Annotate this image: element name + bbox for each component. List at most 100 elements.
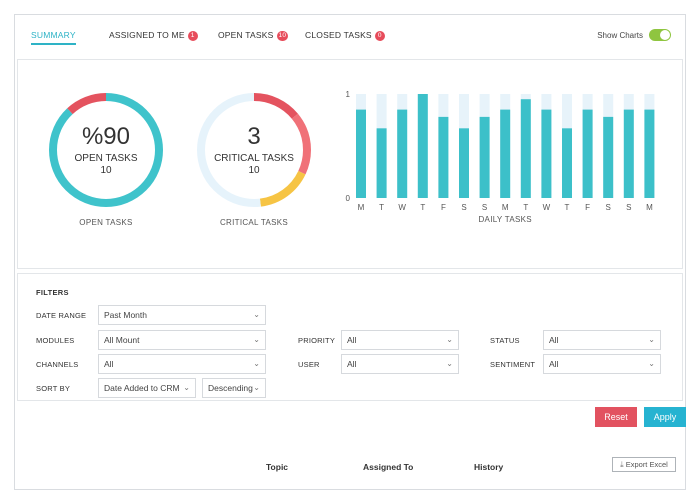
tab-label: SUMMARY <box>31 30 76 40</box>
user-label: USER <box>298 360 320 369</box>
x-tick-label: T <box>523 203 528 212</box>
x-tick-label: S <box>461 203 466 212</box>
open-tasks-count: 10 <box>100 164 112 176</box>
status-label: STATUS <box>490 336 520 345</box>
sort-order-select[interactable]: Descending ⌄ <box>202 378 266 398</box>
x-tick-label: W <box>398 203 406 212</box>
bar <box>582 109 593 198</box>
bar <box>356 109 366 198</box>
chevron-down-icon: ⌄ <box>253 383 260 392</box>
chevron-down-icon: ⌄ <box>253 335 260 344</box>
tab-label: ASSIGNED TO ME <box>109 30 185 40</box>
x-tick-label: M <box>358 203 365 212</box>
modules-value: All Mount <box>104 335 140 345</box>
tab-open-tasks[interactable]: OPEN TASKS 10 <box>218 30 289 41</box>
date-range-value: Past Month <box>104 310 147 320</box>
count-badge: 1 <box>187 31 198 41</box>
reset-button[interactable]: Reset <box>595 407 637 427</box>
tab-assigned-to-me[interactable]: ASSIGNED TO ME 1 <box>109 30 198 41</box>
open-tasks-caption: OPEN TASKS <box>79 218 133 227</box>
open-tasks-ring <box>49 93 163 207</box>
x-tick-label: S <box>482 203 487 212</box>
x-tick-label: T <box>379 203 384 212</box>
column-header-topic[interactable]: Topic <box>266 462 289 472</box>
chevron-down-icon: ⌄ <box>183 383 190 392</box>
sentiment-value: All <box>549 359 559 369</box>
chevron-down-icon: ⌄ <box>253 359 260 368</box>
daily-tasks-chart: 0 1 M T W T F S S M T W T F S S M DAILY TASKS <box>346 90 655 224</box>
priority-select[interactable]: All ⌄ <box>341 330 459 350</box>
column-header-history[interactable]: History <box>474 462 504 472</box>
donut-segment <box>49 93 163 207</box>
bar <box>397 109 408 198</box>
user-select[interactable]: All ⌄ <box>341 354 459 374</box>
modules-select[interactable]: All Mount ⌄ <box>98 330 266 350</box>
bar <box>438 116 449 198</box>
charts-panel: %90 OPEN TASKS 10 OPEN TASKS 3 CRITICAL … <box>17 59 683 269</box>
bar <box>623 109 634 198</box>
x-tick-label: T <box>420 203 425 212</box>
channels-value: All <box>104 359 114 369</box>
x-tick-label: F <box>585 203 590 212</box>
x-tick-label: M <box>646 203 653 212</box>
y-tick-label: 0 <box>346 194 351 203</box>
channels-label: CHANNELS <box>36 360 79 369</box>
tab-label: OPEN TASKS <box>218 30 274 40</box>
critical-tasks-ring <box>197 93 311 207</box>
bar <box>603 116 614 198</box>
chevron-down-icon: ⌄ <box>253 310 260 319</box>
x-tick-label: S <box>626 203 631 212</box>
critical-tasks-label: CRITICAL TASKS <box>214 152 294 164</box>
show-charts-control: Show Charts <box>597 29 671 41</box>
channels-select[interactable]: All ⌄ <box>98 354 266 374</box>
count-badge: 10 <box>276 31 289 41</box>
tab-bar: SUMMARY ASSIGNED TO ME 1 OPEN TASKS 10 CLO… <box>15 15 687 59</box>
bar <box>520 99 531 198</box>
priority-value: All <box>347 335 357 345</box>
critical-tasks-donut: 3 CRITICAL TASKS 10 <box>194 90 314 210</box>
bar <box>459 128 469 198</box>
y-tick-label: 1 <box>346 90 351 99</box>
open-tasks-label: OPEN TASKS <box>74 152 138 164</box>
sort-by-select[interactable]: Date Added to CRM ⌄ <box>98 378 196 398</box>
priority-label: PRIORITY <box>298 336 336 345</box>
column-header-assigned-to[interactable]: Assigned To <box>363 462 414 472</box>
bar <box>479 116 490 198</box>
export-excel-label: Export Excel <box>625 460 668 469</box>
bar <box>376 128 387 198</box>
tab-summary[interactable]: SUMMARY <box>31 30 76 45</box>
status-select[interactable]: All ⌄ <box>543 330 661 350</box>
chevron-down-icon: ⌄ <box>648 359 655 368</box>
x-axis-label: DAILY TASKS <box>478 215 531 224</box>
filters-panel: FILTERS DATE RANGE Past Month ⌄ MODULES A… <box>17 273 683 401</box>
date-range-select[interactable]: Past Month ⌄ <box>98 305 266 325</box>
show-charts-toggle[interactable] <box>649 29 671 41</box>
sentiment-label: SENTIMENT <box>490 360 536 369</box>
export-excel-button[interactable]: ⤓ Export Excel <box>612 457 676 472</box>
chevron-down-icon: ⌄ <box>648 335 655 344</box>
modules-label: MODULES <box>36 336 75 345</box>
chevron-down-icon: ⌄ <box>446 335 453 344</box>
x-tick-label: F <box>441 203 446 212</box>
critical-tasks-caption: CRITICAL TASKS <box>219 218 289 227</box>
status-value: All <box>549 335 559 345</box>
bar <box>417 94 428 198</box>
critical-tasks-value: 3 <box>247 122 261 150</box>
bar <box>500 109 511 198</box>
bar <box>541 109 552 198</box>
tab-closed-tasks[interactable]: CLOSED TASKS 0 <box>305 30 385 41</box>
open-tasks-donut: %90 OPEN TASKS 10 <box>46 90 166 210</box>
x-tick-label: W <box>543 203 551 212</box>
x-tick-label: T <box>565 203 570 212</box>
dashboard-frame: SUMMARY ASSIGNED TO ME 1 OPEN TASKS 10 CLO… <box>14 14 686 490</box>
sentiment-select[interactable]: All ⌄ <box>543 354 661 374</box>
apply-button[interactable]: Apply <box>644 407 686 427</box>
open-tasks-percent: %90 <box>81 122 131 150</box>
chevron-down-icon: ⌄ <box>446 359 453 368</box>
count-badge: 0 <box>374 31 385 41</box>
donut-segment <box>197 93 311 207</box>
critical-tasks-count: 10 <box>248 164 260 176</box>
x-tick-label: M <box>502 203 509 212</box>
sort-by-label: SORT BY <box>36 384 71 393</box>
donut-segment <box>197 93 311 207</box>
